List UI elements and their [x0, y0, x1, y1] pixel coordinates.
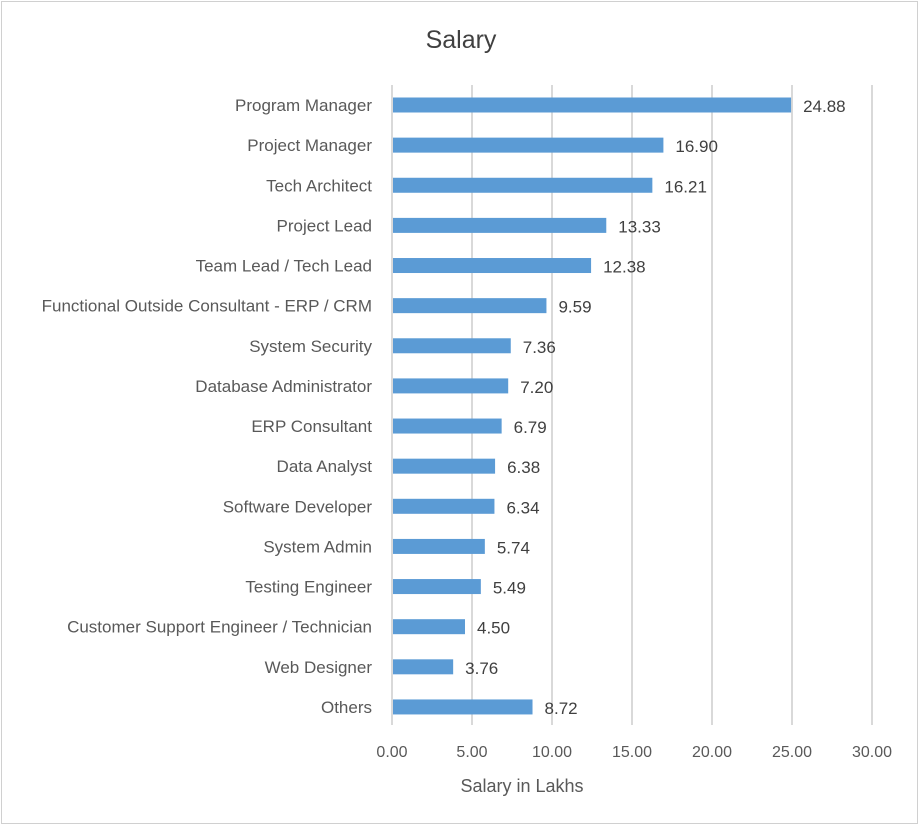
data-label: 5.49: [493, 579, 526, 598]
data-label: 6.79: [514, 418, 547, 437]
bar: [393, 619, 465, 635]
category-label: Functional Outside Consultant - ERP / CR…: [42, 297, 372, 316]
x-tick-label: 25.00: [772, 744, 812, 761]
data-label: 9.59: [558, 298, 591, 317]
chart-title: Salary: [426, 26, 497, 54]
x-tick-label: 0.00: [376, 744, 407, 761]
category-label: Web Designer: [265, 658, 373, 677]
x-tick-labels: 0.00 5.00 10.00 15.00 20.00 25.00 30.00: [376, 744, 892, 761]
category-label: Database Administrator: [195, 377, 372, 396]
bar: [393, 498, 495, 514]
bar: [393, 217, 607, 233]
data-label: 8.72: [545, 699, 578, 718]
bar: [393, 137, 664, 153]
bar: [393, 177, 653, 193]
data-label: 3.76: [465, 659, 498, 678]
data-label: 7.20: [520, 378, 553, 397]
data-label: 4.50: [477, 619, 510, 638]
data-label: 16.21: [664, 177, 707, 196]
data-label: 6.34: [506, 498, 539, 517]
category-label: Data Analyst: [277, 457, 373, 476]
x-tick-label: 10.00: [532, 744, 572, 761]
x-tick-label: 15.00: [612, 744, 652, 761]
data-label: 5.74: [497, 538, 530, 557]
category-label: Testing Engineer: [245, 578, 372, 597]
x-tick-label: 20.00: [692, 744, 732, 761]
bar: [393, 338, 511, 354]
data-label: 13.33: [618, 217, 661, 236]
category-label: Software Developer: [223, 497, 373, 516]
category-label: Project Lead: [277, 216, 372, 235]
bar: [393, 538, 485, 554]
data-label: 24.88: [803, 97, 846, 116]
bar: [393, 97, 792, 113]
bar: [393, 378, 509, 394]
data-label: 12.38: [603, 258, 646, 277]
data-label: 16.90: [675, 137, 718, 156]
bar: [393, 418, 502, 434]
category-label: System Security: [249, 337, 372, 356]
category-label: Team Lead / Tech Lead: [196, 257, 372, 276]
data-label: 7.36: [523, 338, 556, 357]
category-label: Tech Architect: [266, 176, 372, 195]
category-label: Customer Support Engineer / Technician: [67, 618, 372, 637]
x-tick-label: 30.00: [852, 744, 892, 761]
bar: [393, 298, 547, 314]
category-labels: Program Manager Project Manager Tech Archi…: [42, 96, 373, 717]
bar: [393, 699, 533, 715]
value-labels: 24.88 16.90 16.21 13.33 12.38 9.59 7.36 7.20 6.7…: [465, 97, 845, 718]
category-label: ERP Consultant: [251, 417, 372, 436]
bars: [393, 97, 792, 715]
x-tick-label: 5.00: [456, 744, 487, 761]
bar: [393, 458, 496, 474]
category-label: Program Manager: [235, 96, 372, 115]
x-axis-title: Salary in Lakhs: [460, 776, 583, 796]
bar: [393, 258, 592, 274]
category-label: Others: [321, 698, 372, 717]
bar: [393, 659, 454, 675]
bar: [393, 579, 481, 595]
data-label: 6.38: [507, 458, 540, 477]
category-label: System Admin: [263, 537, 372, 556]
category-label: Project Manager: [247, 136, 372, 155]
